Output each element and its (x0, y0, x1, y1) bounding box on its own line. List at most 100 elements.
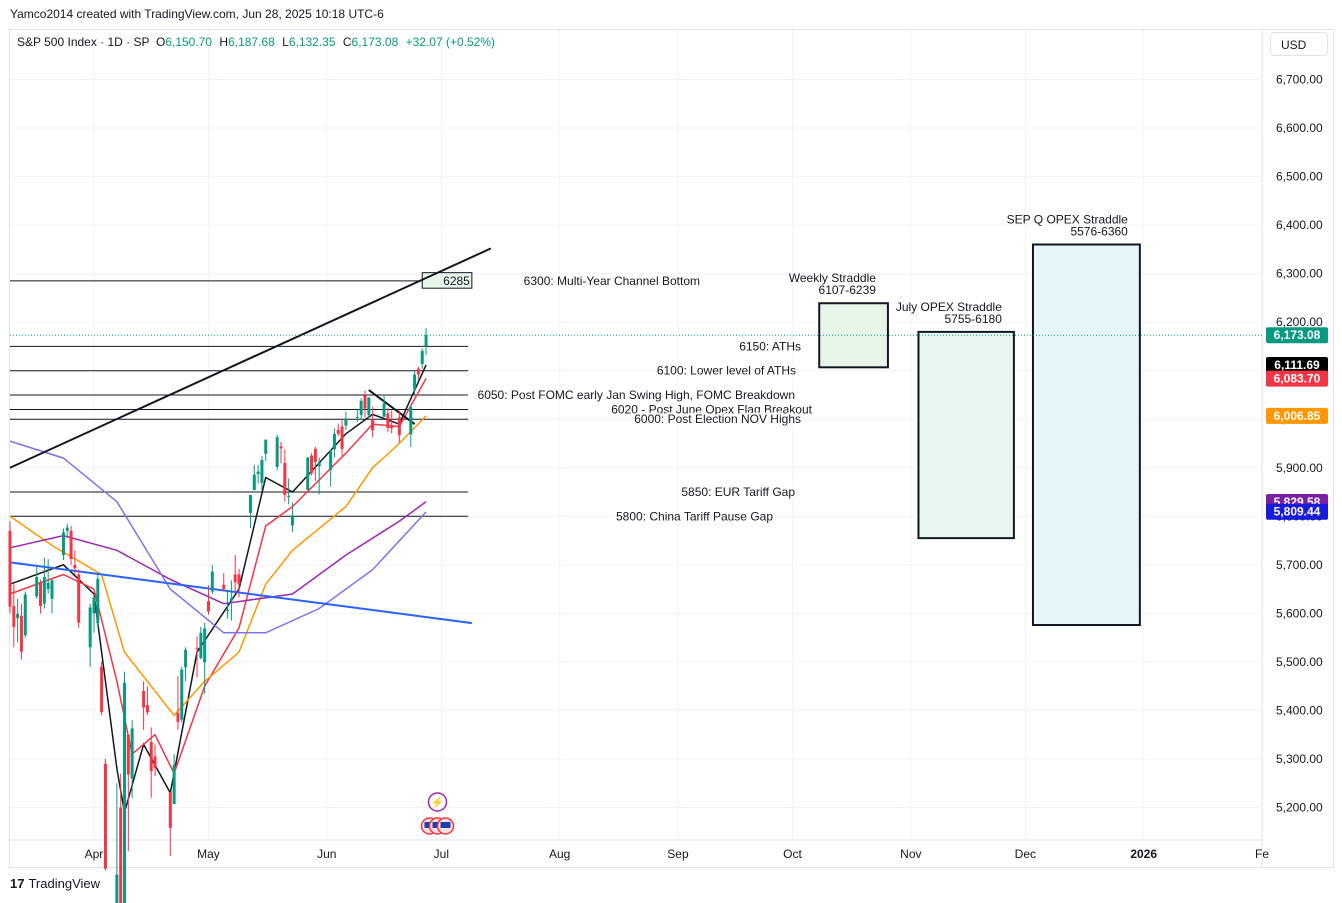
price-axis-tag (1266, 503, 1328, 520)
candle-body (184, 649, 188, 668)
candle-body (65, 527, 69, 531)
candle-body (283, 462, 287, 495)
symbol-name[interactable]: S&P 500 Index · 1D · SP (17, 35, 150, 49)
candle-body (73, 564, 77, 569)
chart-frame (9, 29, 1334, 868)
price-axis-tag (1266, 327, 1328, 344)
candle-body (46, 582, 50, 590)
trend-line (9, 247, 492, 469)
us-flag-icon (440, 822, 451, 828)
candle-body (42, 576, 46, 604)
candle-body (416, 368, 420, 375)
candle-body (310, 455, 314, 474)
candle-body (386, 413, 390, 428)
low-value: 6,132.35 (288, 35, 336, 49)
moving-average-line (9, 364, 427, 813)
candle-body (317, 462, 321, 467)
y-tick-label: 5,600.00 (1276, 606, 1323, 620)
candle-body (16, 613, 20, 619)
x-tick-label: May (197, 847, 220, 861)
candle-body (35, 576, 39, 597)
level-label: 6150: ATHs (739, 339, 801, 353)
currency-button[interactable]: USD (1270, 32, 1328, 56)
y-tick-label: 6,400.00 (1276, 218, 1323, 232)
candle-body (92, 597, 96, 614)
candle-body (176, 712, 180, 723)
tradingview-logo-icon: 17 (10, 876, 25, 891)
candle-body (420, 350, 424, 364)
candle-body (50, 580, 54, 599)
y-tick-label: 6,200.00 (1276, 315, 1323, 329)
candle-body (168, 791, 172, 828)
level-label: 5850: EUR Tariff Gap (681, 485, 795, 499)
straddle-range: 5755-6180 (944, 312, 1002, 326)
candle-body (195, 647, 199, 649)
open-label: O (155, 35, 166, 49)
candle-body (359, 400, 363, 415)
level-label: 6100: Lower level of ATHs (657, 364, 796, 378)
candle-body (19, 615, 23, 652)
x-tick-label: Aug (549, 847, 570, 861)
y-tick-label: 6,600.00 (1276, 121, 1323, 135)
candle-body (226, 609, 230, 611)
candle-body (252, 474, 256, 491)
close-label: C (342, 35, 352, 49)
y-tick-label: 6,500.00 (1276, 170, 1323, 184)
candle-body (409, 407, 413, 435)
candle-body (237, 574, 241, 585)
candle-body (8, 530, 12, 607)
candle-body (180, 669, 184, 720)
candle-body (172, 764, 176, 805)
candle-body (382, 403, 386, 417)
moving-average-line (9, 415, 427, 717)
candle-body (145, 705, 149, 713)
level-label: 5800: China Tariff Pause Gap (616, 509, 773, 523)
candle-body (397, 417, 401, 436)
y-tick-label: 6,300.00 (1276, 267, 1323, 281)
candle-body (275, 437, 279, 467)
candle-body (222, 584, 226, 590)
candle-body (313, 448, 317, 462)
y-tick-label: 5,700.00 (1276, 558, 1323, 572)
price-axis-tag (1266, 370, 1328, 387)
x-tick-label: Oct (783, 847, 802, 861)
level-label: 6000: Post Election NOV Highs (634, 412, 801, 426)
high-value: 6,187.68 (228, 35, 275, 49)
candle-body (69, 530, 73, 560)
candle-body (371, 419, 375, 431)
header-bar: Yamco2014 created with TradingView.com, … (0, 0, 1342, 26)
tradingview-brand: TradingView (28, 876, 101, 891)
level-label: 6050: Post FOMC early Jan Swing High, FO… (478, 388, 795, 402)
price-axis-tag-label: 6,173.08 (1274, 328, 1321, 342)
high-label: H (219, 35, 229, 49)
candle-body (256, 471, 260, 475)
candle-body (367, 397, 371, 415)
candle-body (149, 741, 153, 772)
y-tick-label: 5,300.00 (1276, 752, 1323, 766)
candle-body (424, 335, 428, 347)
candle-body (115, 874, 119, 903)
x-tick-label: Sep (667, 847, 689, 861)
price-axis-tag-label: 6,006.85 (1274, 409, 1321, 423)
open-value: 6,150.70 (165, 35, 213, 49)
candle-body (126, 734, 130, 775)
candle-body (248, 494, 252, 513)
candle-body (355, 416, 359, 418)
x-tick-label: Apr (85, 847, 104, 861)
candle-body (142, 691, 146, 708)
candle-body (279, 446, 283, 449)
trend-line (9, 561, 472, 625)
price-axis-tag (1266, 407, 1328, 424)
x-tick-label: 2026 (1130, 847, 1157, 861)
candle-body (264, 439, 268, 454)
candle-body (123, 682, 127, 903)
candle-body (260, 460, 264, 483)
straddle-box (917, 330, 1015, 540)
candle-body (23, 594, 27, 636)
price-axis-tag (1266, 357, 1328, 374)
x-tick-label: Dec (1015, 847, 1036, 861)
candle-body (336, 429, 340, 434)
candle-body (287, 495, 291, 497)
straddle-title: July OPEX Straddle (896, 300, 1002, 314)
